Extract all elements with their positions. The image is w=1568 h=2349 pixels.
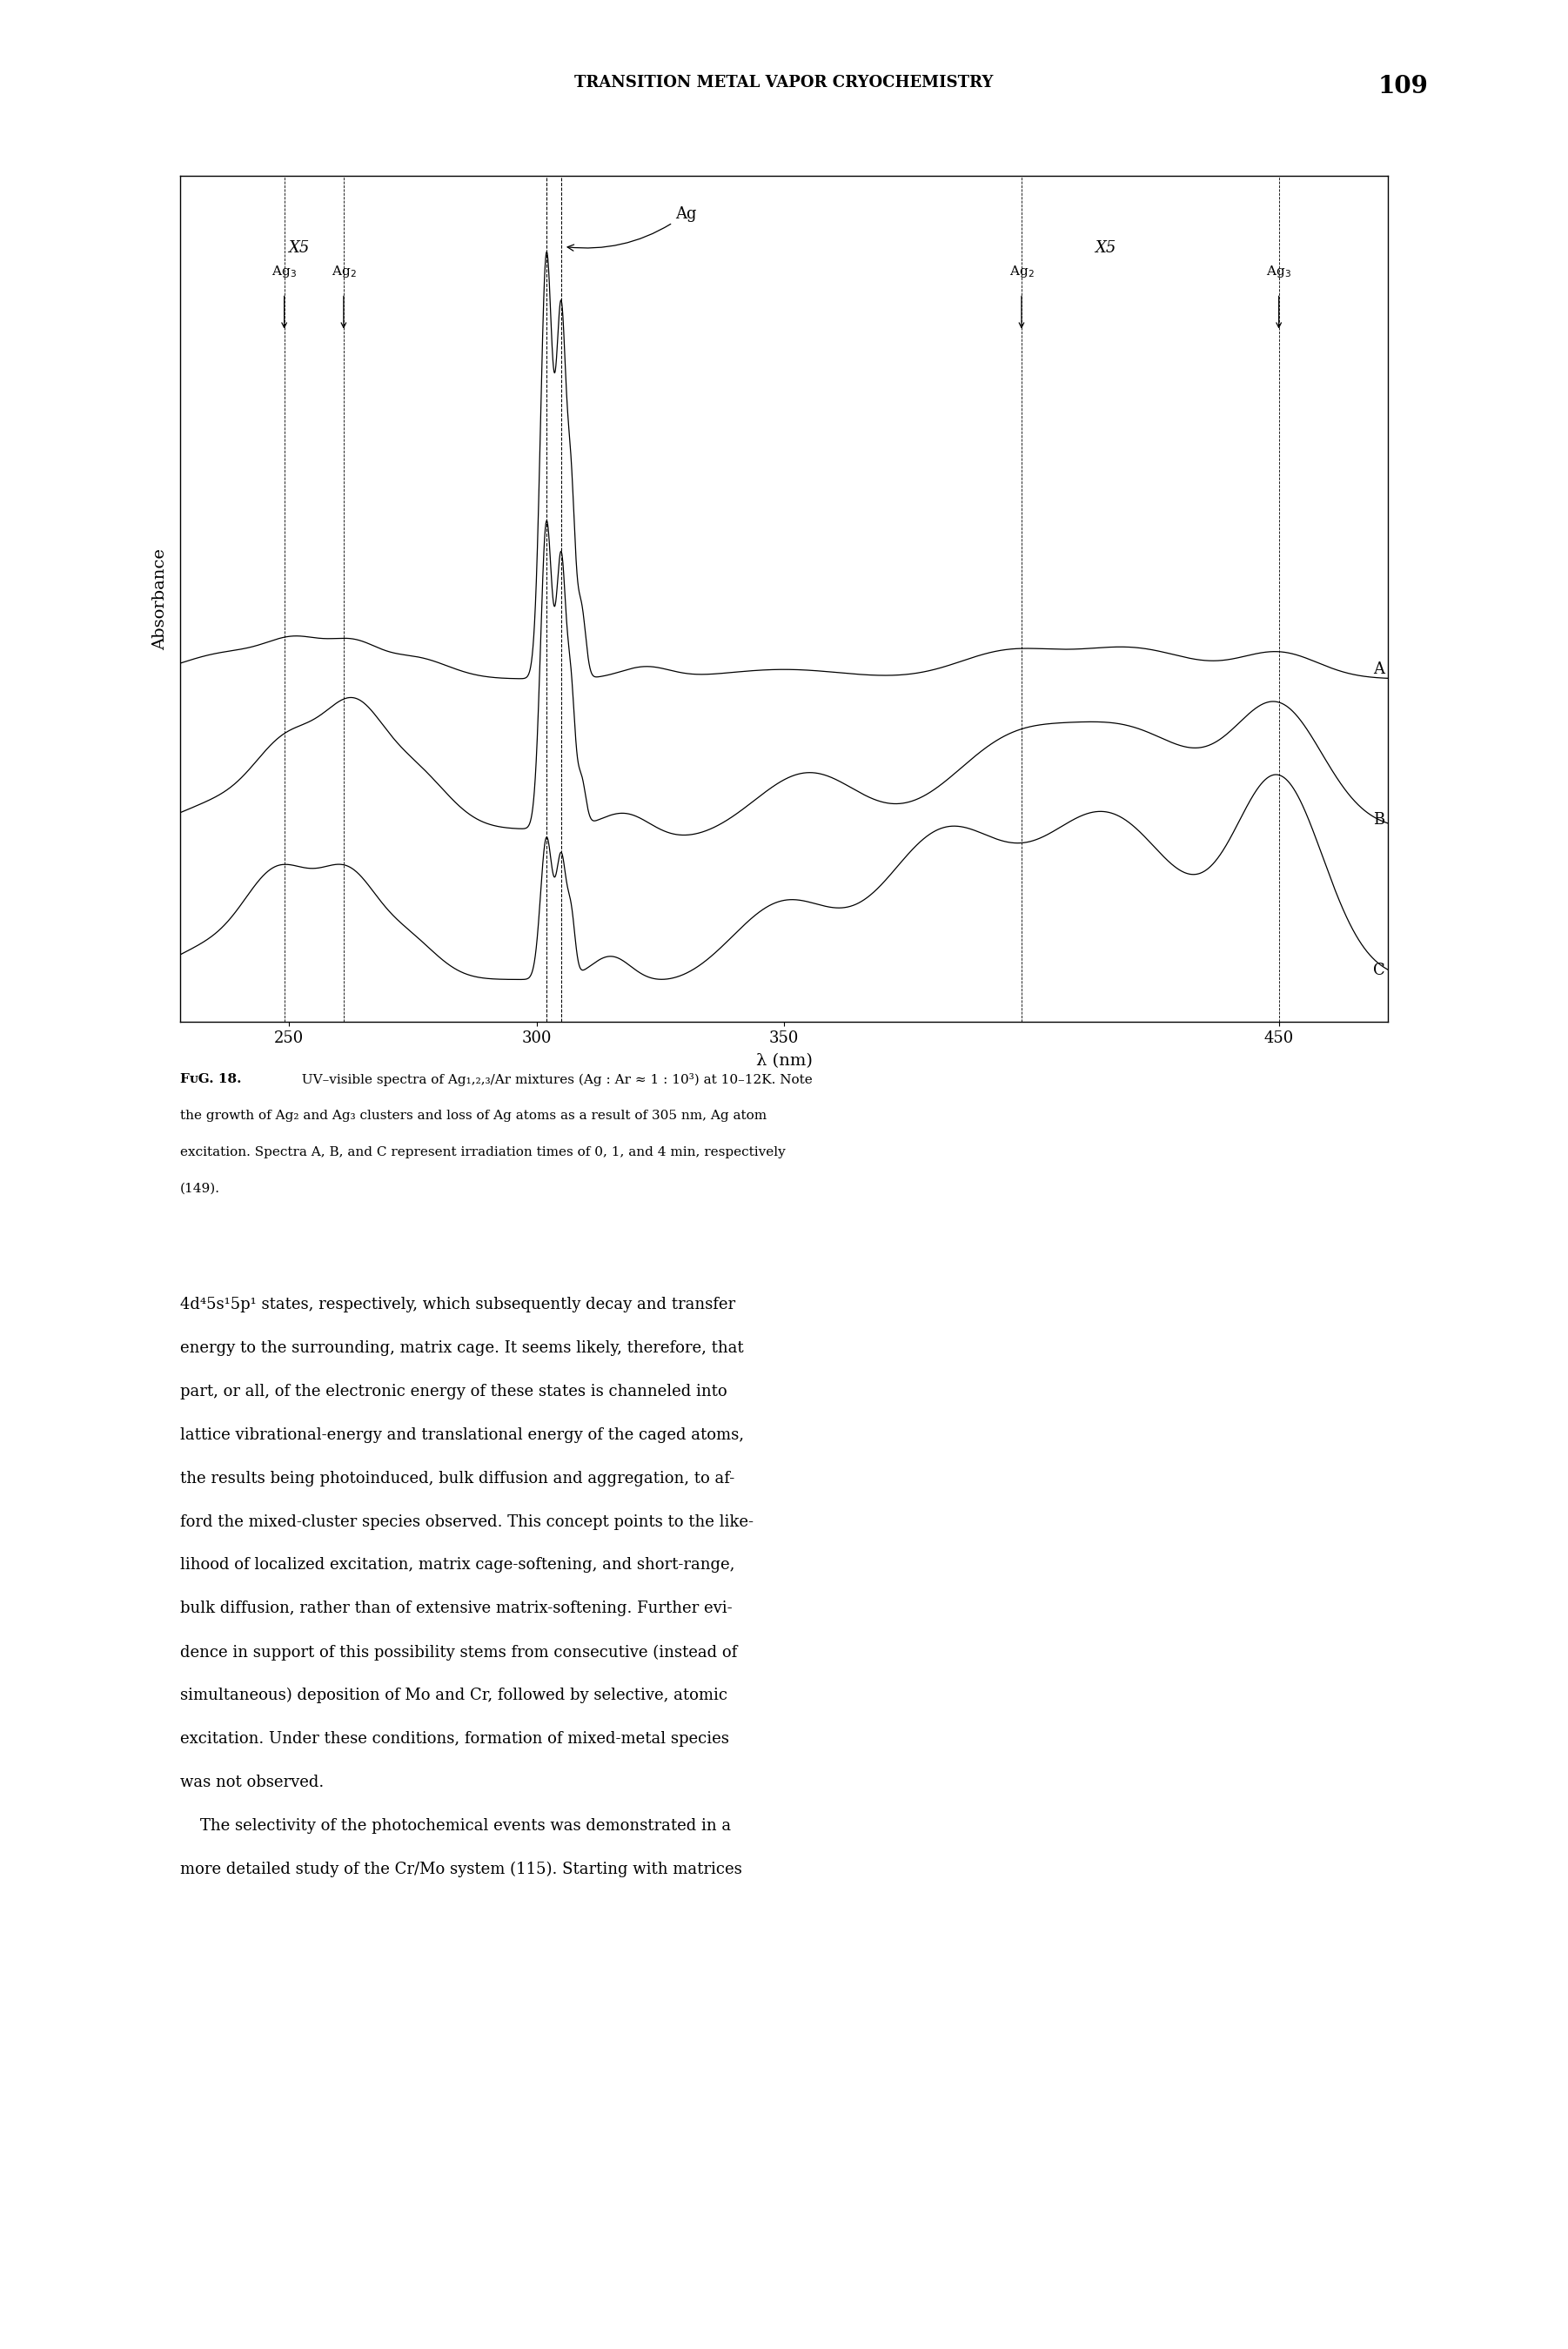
Text: X5: X5: [1094, 240, 1116, 256]
Text: X5: X5: [289, 240, 310, 256]
Text: ford the mixed-cluster species observed. This concept points to the like-: ford the mixed-cluster species observed.…: [180, 1513, 754, 1529]
Text: C: C: [1374, 963, 1385, 977]
Text: A: A: [1374, 662, 1385, 677]
Text: TRANSITION METAL VAPOR CRYOCHEMISTRY: TRANSITION METAL VAPOR CRYOCHEMISTRY: [574, 75, 994, 92]
Text: part, or all, of the electronic energy of these states is channeled into: part, or all, of the electronic energy o…: [180, 1384, 728, 1400]
Text: B: B: [1374, 813, 1385, 827]
Text: was not observed.: was not observed.: [180, 1776, 325, 1790]
Text: lihood of localized excitation, matrix cage-softening, and short-range,: lihood of localized excitation, matrix c…: [180, 1557, 735, 1574]
Text: dence in support of this possibility stems from consecutive (instead of: dence in support of this possibility ste…: [180, 1644, 737, 1661]
Text: Ag: Ag: [568, 207, 696, 251]
Text: Ag$_2$: Ag$_2$: [331, 263, 356, 280]
Text: Ag$_3$: Ag$_3$: [271, 263, 296, 280]
Text: The selectivity of the photochemical events was demonstrated in a: The selectivity of the photochemical eve…: [180, 1818, 731, 1835]
X-axis label: λ (nm): λ (nm): [756, 1052, 812, 1069]
Y-axis label: Absorbance: Absorbance: [152, 547, 168, 651]
Text: (149).: (149).: [180, 1182, 221, 1196]
Text: 109: 109: [1378, 75, 1428, 99]
Text: lattice vibrational-energy and translational energy of the caged atoms,: lattice vibrational-energy and translati…: [180, 1426, 745, 1442]
Text: energy to the surrounding, matrix cage. It seems likely, therefore, that: energy to the surrounding, matrix cage. …: [180, 1339, 743, 1355]
Text: Ag$_2$: Ag$_2$: [1010, 263, 1033, 280]
Text: FᴜG. 18.: FᴜG. 18.: [180, 1073, 241, 1085]
Text: bulk diffusion, rather than of extensive matrix-softening. Further evi-: bulk diffusion, rather than of extensive…: [180, 1602, 732, 1616]
Text: simultaneous) deposition of Mo and Cr, followed by selective, atomic: simultaneous) deposition of Mo and Cr, f…: [180, 1687, 728, 1703]
Text: the growth of Ag₂ and Ag₃ clusters and loss of Ag atoms as a result of 305 nm, A: the growth of Ag₂ and Ag₃ clusters and l…: [180, 1109, 767, 1123]
Text: excitation. Spectra A, B, and C represent irradiation times of 0, 1, and 4 min, : excitation. Spectra A, B, and C represen…: [180, 1146, 786, 1158]
Text: 4d⁴​5s¹​5p¹ states, respectively, which subsequently decay and transfer: 4d⁴​5s¹​5p¹ states, respectively, which …: [180, 1297, 735, 1313]
Text: excitation. Under these conditions, formation of mixed-metal species: excitation. Under these conditions, form…: [180, 1731, 729, 1748]
Text: the results being photoinduced, bulk diffusion and aggregation, to af-: the results being photoinduced, bulk dif…: [180, 1470, 735, 1487]
Text: UV–visible spectra of Ag₁,₂,₃/Ar mixtures (Ag : Ar ≈ 1 : 10³) at 10–12K. Note: UV–visible spectra of Ag₁,₂,₃/Ar mixture…: [293, 1073, 812, 1088]
Text: more detailed study of the Cr/Mo system (115). Starting with matrices: more detailed study of the Cr/Mo system …: [180, 1860, 742, 1877]
Text: Ag$_3$: Ag$_3$: [1267, 263, 1292, 280]
